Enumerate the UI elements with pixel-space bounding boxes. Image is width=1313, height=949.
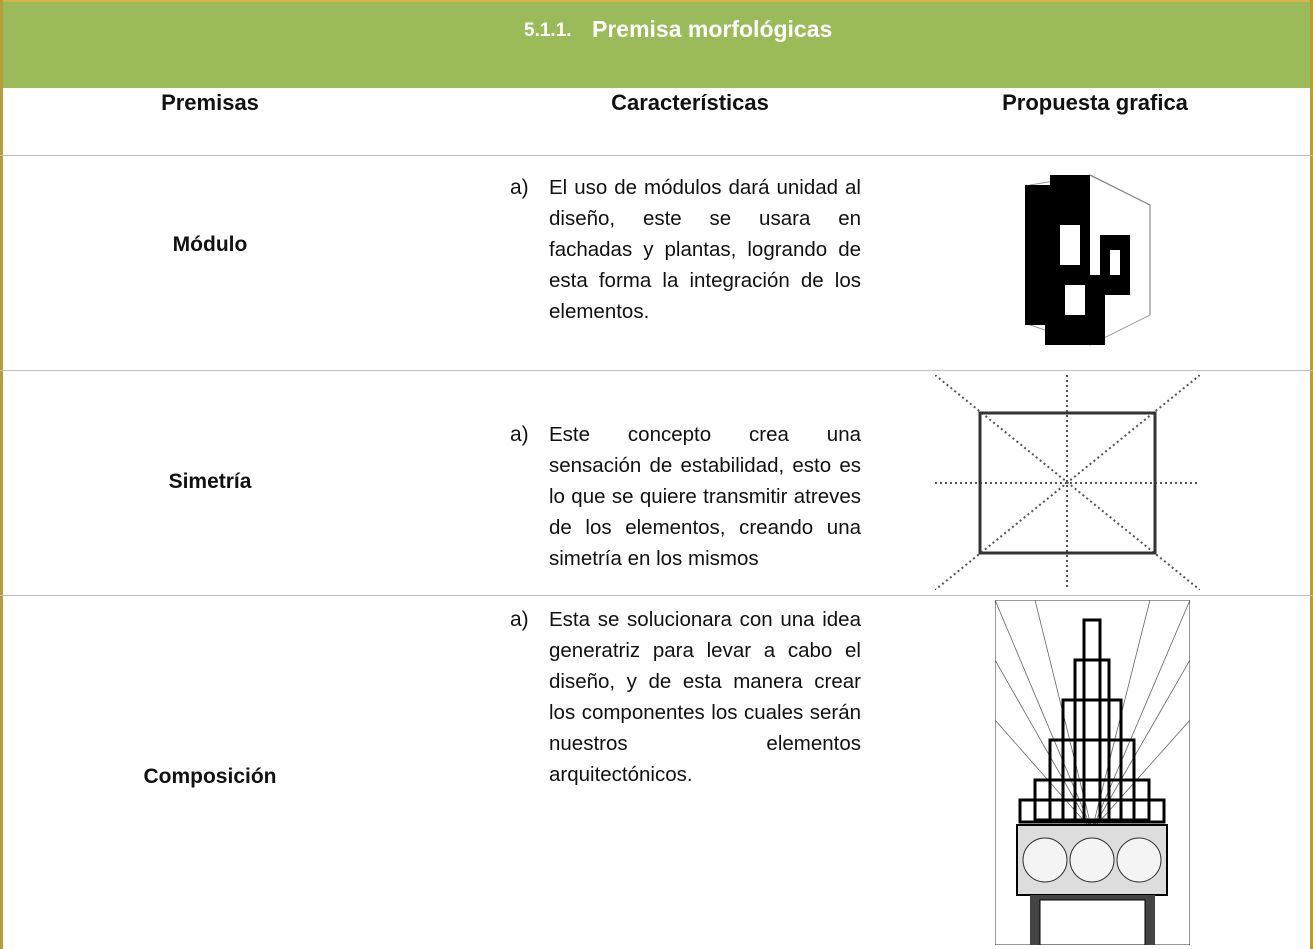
premise: Simetría	[168, 470, 252, 493]
premise: Módulo	[172, 233, 248, 256]
row-divider	[0, 155, 1313, 156]
list-marker: a)	[510, 608, 529, 631]
premise: Composición	[143, 765, 277, 788]
section-title: Premisa morfológicas	[592, 16, 833, 42]
composition-drawing	[995, 600, 1190, 945]
row-divider	[0, 595, 1313, 596]
module-drawing	[1025, 174, 1151, 346]
description: El uso de módulos dará unidad al diseño,…	[549, 176, 861, 323]
list-marker: a)	[510, 176, 529, 199]
list-marker: a)	[510, 423, 529, 446]
left-border	[0, 0, 3, 949]
column-header: Premisas	[161, 90, 259, 115]
section-number: 5.1.1.	[524, 20, 572, 41]
column-header: Características	[611, 90, 769, 115]
row-divider	[0, 370, 1313, 371]
column-header: Propuesta grafica	[1002, 90, 1188, 115]
description: Este concepto crea una sensación de esta…	[549, 423, 861, 570]
description: Esta se solucionara con una idea generat…	[549, 608, 861, 786]
header-band	[0, 0, 1313, 88]
right-border	[1310, 0, 1313, 949]
symmetry-drawing	[935, 375, 1200, 590]
